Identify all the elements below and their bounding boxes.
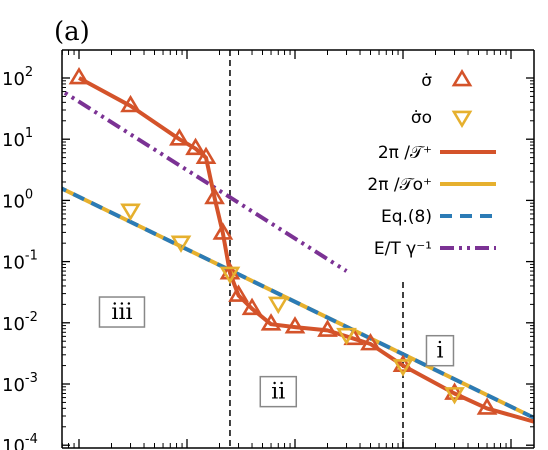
legend-label: σ̇o — [411, 108, 432, 128]
region-label: i — [436, 339, 443, 364]
marker-sigma-dot — [228, 284, 249, 302]
region-box — [98, 296, 146, 328]
y-ticks: 102 101 100 10-1 10-2 10-3 10-4 — [2, 65, 534, 450]
y-tick-label: 10-1 — [2, 249, 38, 274]
marker-sigma-dot — [444, 382, 465, 400]
marker-sigma-dot — [219, 262, 241, 280]
marker-sigma-dot — [241, 297, 263, 316]
marker-sigma-dot — [360, 332, 381, 351]
marker-sigma-o-dot — [267, 296, 289, 315]
marker-sigma-dot — [476, 397, 498, 415]
series-line — [78, 76, 534, 424]
legend-label: 2π /𝒯⁺ — [378, 143, 432, 163]
x-ticks — [61, 50, 512, 448]
legend-label: E/T γ⁻¹ — [374, 239, 432, 259]
marker-sigma-o-dot — [336, 327, 357, 346]
marker-sigma-o-dot — [392, 359, 414, 377]
marker-sigma-o-dot — [120, 203, 141, 221]
marker-sigma-o-dot — [219, 266, 241, 285]
series-group — [62, 66, 548, 436]
axes — [61, 49, 535, 449]
marker-sigma-dot — [195, 146, 217, 165]
marker-sigma-dot — [392, 354, 414, 372]
marker-sigma-dot — [120, 94, 141, 113]
y-tick-label: 102 — [2, 65, 33, 90]
legend-label: 2π /𝒯o⁺ — [367, 175, 432, 195]
series-line — [62, 88, 348, 273]
legend-label: σ̇ — [421, 71, 432, 91]
marker-sigma-o-dot — [544, 422, 548, 436]
legend-marker — [451, 68, 473, 87]
marker-sigma-dot — [544, 418, 548, 432]
marker-sigma-dot — [317, 319, 338, 337]
y-tick-label: 100 — [2, 187, 33, 212]
legend-marker — [451, 110, 473, 129]
marker-sigma-dot — [185, 137, 206, 156]
marker-sigma-dot — [212, 222, 234, 240]
y-tick-label: 10-2 — [2, 310, 38, 335]
region-box — [259, 375, 298, 408]
marker-sigma-dot — [260, 313, 282, 331]
panel-label: (a) — [54, 17, 90, 47]
legend: σ̇ σ̇o 2π /𝒯⁺ 2π /𝒯o⁺ Eq.(8) E/T γ⁻¹ — [367, 68, 496, 259]
region-box — [425, 334, 455, 367]
marker-sigma-o-dot — [444, 387, 465, 405]
marker-sigma-dot — [169, 128, 190, 146]
legend-label: Eq.(8) — [381, 207, 432, 227]
series-line — [62, 186, 534, 421]
marker-sigma-dot — [68, 66, 90, 85]
region-label: iii — [111, 300, 132, 325]
region-label: ii — [271, 380, 285, 405]
y-tick-label: 101 — [2, 126, 33, 151]
marker-sigma-dot — [284, 316, 306, 334]
marker-sigma-dot — [204, 186, 225, 205]
y-tick-label: 10-4 — [2, 432, 38, 450]
marker-sigma-o-dot — [170, 235, 192, 253]
y-tick-label: 10-3 — [2, 371, 38, 396]
